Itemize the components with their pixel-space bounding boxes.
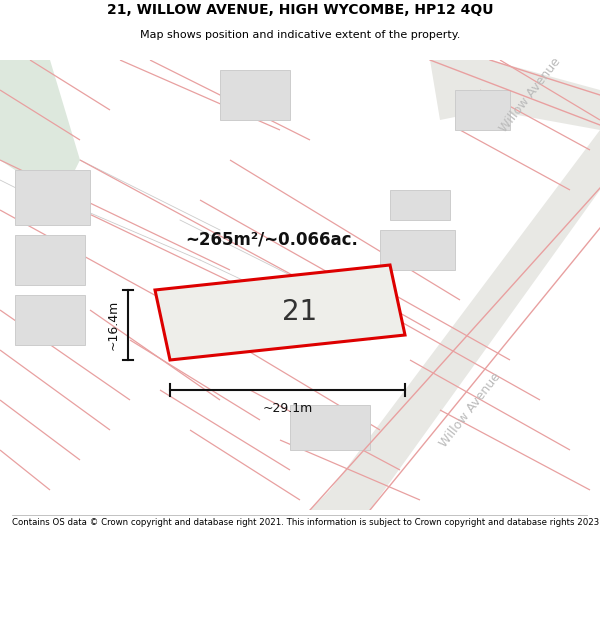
Text: Willow Avenue: Willow Avenue <box>497 55 563 135</box>
Polygon shape <box>15 170 90 225</box>
Text: ~265m²/~0.066ac.: ~265m²/~0.066ac. <box>185 231 358 249</box>
Polygon shape <box>15 235 85 285</box>
Polygon shape <box>430 60 600 130</box>
Polygon shape <box>455 90 510 130</box>
Polygon shape <box>290 405 370 450</box>
Polygon shape <box>15 295 85 345</box>
Polygon shape <box>390 190 450 220</box>
Polygon shape <box>0 60 80 200</box>
Polygon shape <box>380 230 455 270</box>
Text: ~16.4m: ~16.4m <box>107 300 120 350</box>
Polygon shape <box>220 70 290 120</box>
Text: Contains OS data © Crown copyright and database right 2021. This information is : Contains OS data © Crown copyright and d… <box>12 518 600 528</box>
Text: Willow Avenue: Willow Avenue <box>437 370 503 450</box>
Text: 21, WILLOW AVENUE, HIGH WYCOMBE, HP12 4QU: 21, WILLOW AVENUE, HIGH WYCOMBE, HP12 4Q… <box>107 2 493 17</box>
Polygon shape <box>310 130 600 510</box>
Text: 21: 21 <box>283 299 317 326</box>
Polygon shape <box>155 265 405 360</box>
Text: Map shows position and indicative extent of the property.: Map shows position and indicative extent… <box>140 30 460 40</box>
Text: ~29.1m: ~29.1m <box>262 402 313 415</box>
